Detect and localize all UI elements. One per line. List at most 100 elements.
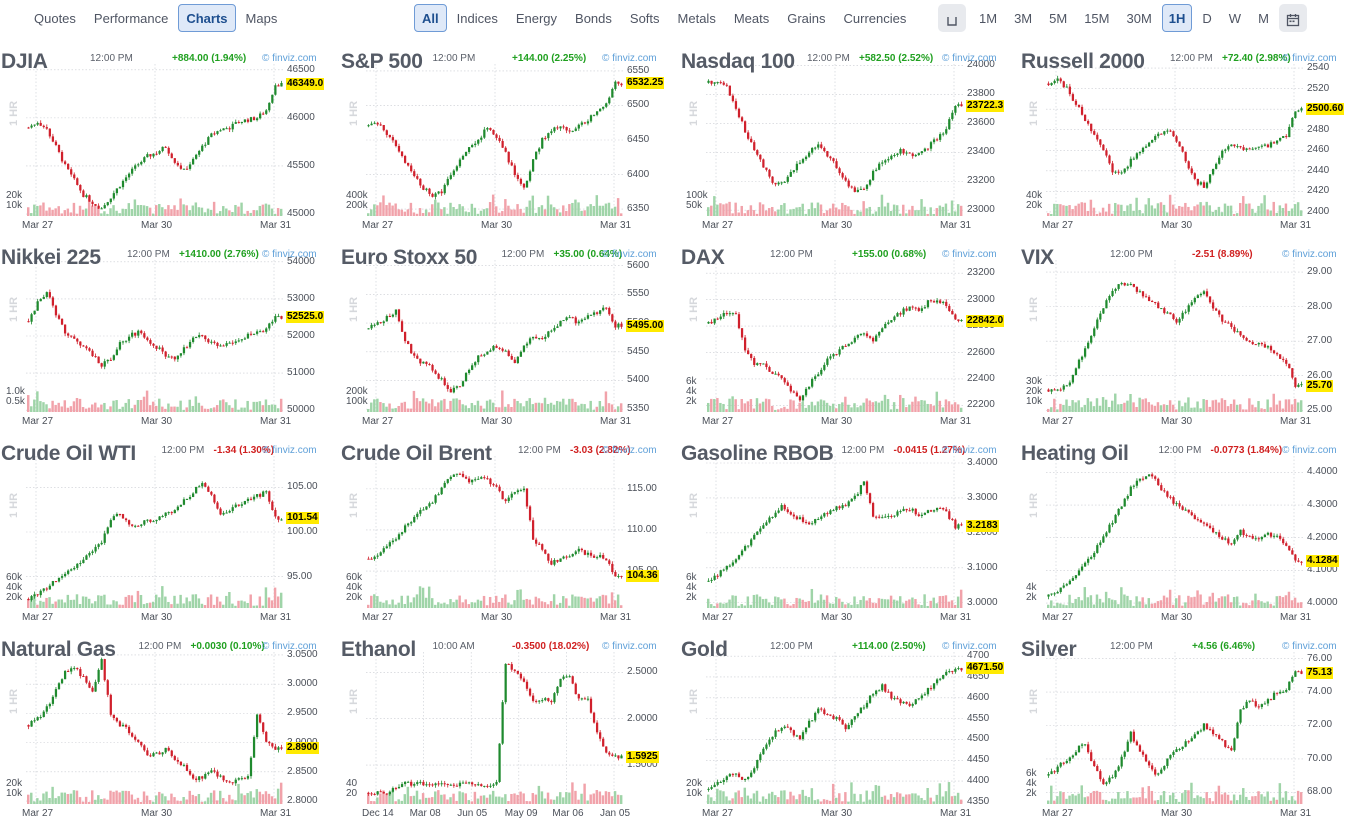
volume-bar <box>923 206 926 216</box>
candle-body <box>951 112 954 120</box>
volume-bar <box>734 595 737 608</box>
volume-bar <box>577 202 580 216</box>
volume-bar <box>1098 598 1102 608</box>
chart-timeframe: 1 HR <box>348 296 360 322</box>
group-all-button[interactable]: All <box>414 4 447 32</box>
volume-bar <box>905 407 908 412</box>
group-metals-button[interactable]: Metals <box>670 4 724 32</box>
candle-body <box>774 730 777 737</box>
volume-bar <box>504 794 507 804</box>
group-indices-button[interactable]: Indices <box>449 4 506 32</box>
volume-bar <box>452 793 455 804</box>
date-picker-button[interactable] <box>1278 4 1307 32</box>
timeframe-3m-button[interactable]: 3M <box>1007 4 1039 32</box>
candle-body <box>595 722 599 733</box>
volume-bar <box>543 602 547 608</box>
volume-bar <box>767 602 771 608</box>
candle-body <box>908 306 911 311</box>
chart-panel-djia[interactable]: 46500 46000 45500 45000 DJIA 12:00 PM +884.00 … <box>0 46 340 236</box>
chart-panel-vix[interactable]: 29.00 28.00 27.00 26.00 25.00 VIX 12:00 PM -2.5… <box>1020 242 1360 432</box>
group-grains-button[interactable]: Grains <box>779 4 833 32</box>
candle-body <box>140 741 143 746</box>
volume-bar <box>853 213 856 216</box>
candle-body <box>85 555 88 560</box>
view-performance-button[interactable]: Performance <box>86 4 176 32</box>
candle-body <box>195 486 198 494</box>
timeframe-w-button[interactable]: W <box>1222 4 1248 32</box>
chart-panel-ethanol[interactable]: 2.5000 2.0000 1.5000 Ethanol 10:00 AM -0.3500… <box>340 634 680 824</box>
candle-body <box>1074 575 1078 579</box>
view-quotes-button[interactable]: Quotes <box>26 4 84 32</box>
group-currencies-button[interactable]: Currencies <box>836 4 915 32</box>
timeframe-m-button[interactable]: M <box>1251 4 1276 32</box>
chart-panel-dax[interactable]: 232002300022800226002240022200DAX12:00 P… <box>680 242 1020 432</box>
group-softs-button[interactable]: Softs <box>622 4 668 32</box>
chart-panel-nikkei-225[interactable]: 54000 53000 52000 51000 50000 Nikkei 225 12:00… <box>0 242 340 432</box>
group-energy-button[interactable]: Energy <box>508 4 565 32</box>
candle-body <box>1184 151 1187 162</box>
candle-body <box>783 181 786 183</box>
candle-body <box>1065 584 1068 586</box>
candle-body <box>608 307 611 315</box>
view-charts-button[interactable]: Charts <box>178 4 236 32</box>
candle-body <box>725 776 728 780</box>
volume-bar <box>394 203 397 216</box>
candle-body <box>740 328 744 338</box>
candle-body <box>370 324 373 329</box>
volume-bar <box>1202 205 1205 216</box>
candle-body <box>820 708 823 710</box>
chart-panel-silver[interactable]: 76.00 74.00 72.00 70.00 68.00 Silver 12:00 PM +… <box>1020 634 1360 824</box>
volume-bar <box>743 787 747 804</box>
volume-bar <box>1223 399 1227 412</box>
view-maps-button[interactable]: Maps <box>238 4 286 32</box>
chart-panel-s-p-500[interactable]: 6550 6500 6450 6400 6350 S&P 500 12:00 PM +144.… <box>340 46 680 236</box>
candle-body <box>519 490 523 492</box>
volume-bar <box>1059 791 1062 804</box>
volume-bar <box>94 601 97 608</box>
chart-panel-crude-oil-wti[interactable]: 105.00 100.00 95.00 Crude Oil WTI 12:00 PM -1… <box>0 438 340 628</box>
candle-body <box>255 494 259 497</box>
candle-body <box>905 508 908 511</box>
chart-panel-nasdaq-100[interactable]: 24000 23800 23600 23400 23200 23000 Nasdaq 100… <box>680 46 1020 236</box>
volume-bar <box>831 403 835 412</box>
volume-bar <box>944 595 948 608</box>
candle-body <box>124 724 128 727</box>
candle-body <box>707 321 710 324</box>
timeframe-1h-button[interactable]: 1H <box>1161 4 1193 32</box>
chart-panel-russell-2000[interactable]: 25402520250024802460244024202400Russell … <box>1020 46 1360 236</box>
candle-body <box>1077 104 1081 107</box>
volume-bar <box>807 797 811 804</box>
volume-bar <box>1159 405 1163 412</box>
timeframe-5m-button[interactable]: 5M <box>1042 4 1074 32</box>
volume-bar <box>276 408 280 412</box>
volume-bar <box>1162 595 1166 608</box>
volume-bar <box>1074 205 1077 216</box>
candle-body <box>1263 144 1267 146</box>
candle-body <box>611 754 614 756</box>
chart-type-button[interactable] <box>938 4 966 32</box>
volume-bar <box>1232 597 1236 608</box>
candle-body <box>756 531 759 535</box>
timeframe-d-button[interactable]: D <box>1195 4 1218 32</box>
volume-bar <box>42 402 45 412</box>
candle-body <box>452 474 455 477</box>
candle-body <box>1285 543 1288 546</box>
candle-body <box>155 752 158 754</box>
chart-panel-heating-oil[interactable]: 4.4000 4.3000 4.2000 4.1000 4.0000 Heating Oi… <box>1020 438 1360 628</box>
chart-panel-gold[interactable]: 4700 4650 4600 4550 4500 4450 4400 4350 Gold 12:0… <box>680 634 1020 824</box>
chart-panel-natural-gas[interactable]: 3.05003.00002.95002.90002.85002.8000Natu… <box>0 634 340 824</box>
volume-bar <box>155 405 158 412</box>
volume-bar <box>115 400 118 412</box>
timeframe-15m-button[interactable]: 15M <box>1077 4 1116 32</box>
chart-panel-euro-stoxx-50[interactable]: 560055505500545054005350Euro Stoxx 5012:… <box>340 242 680 432</box>
timeframe-1m-button[interactable]: 1M <box>972 4 1004 32</box>
volume-bar <box>528 599 531 608</box>
volume-bar <box>1071 400 1074 412</box>
x-axis-tick: Mar 27 <box>702 612 734 623</box>
y-axis-tick: 1.5000 <box>627 759 658 771</box>
group-meats-button[interactable]: Meats <box>726 4 777 32</box>
timeframe-30m-button[interactable]: 30M <box>1119 4 1158 32</box>
group-bonds-button[interactable]: Bonds <box>567 4 620 32</box>
